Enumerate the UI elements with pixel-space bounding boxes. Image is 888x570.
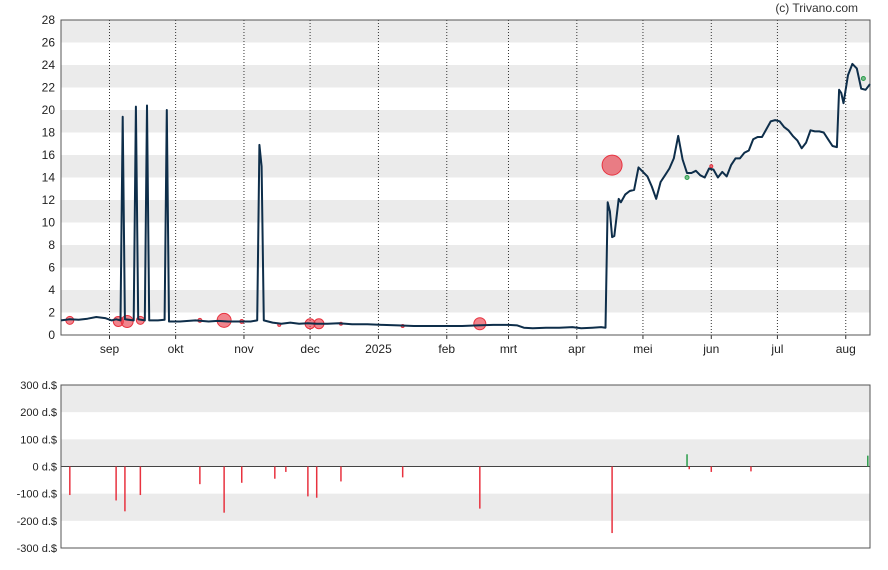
x-tick-label: sep [100, 342, 120, 356]
y-tick-label: 20 [42, 103, 56, 117]
y-tick-label: 2 [48, 306, 55, 320]
x-tick-label: apr [568, 342, 585, 356]
x-tick-label: okt [168, 342, 185, 356]
x-tick-label: 2025 [365, 342, 392, 356]
y-tick-label: -100 d.$ [17, 489, 57, 501]
volume-frame [60, 384, 871, 549]
grid-band [61, 385, 870, 413]
grid-band [61, 493, 870, 521]
x-tick-label: jun [702, 342, 719, 356]
y-tick-label: 100 d.$ [20, 434, 57, 446]
x-tick-label: dec [300, 342, 319, 356]
trade-bubble [120, 315, 134, 328]
y-tick-label: 12 [42, 193, 56, 207]
x-tick-label: nov [234, 342, 253, 356]
trade-bubble [601, 154, 623, 176]
grid-band [61, 20, 870, 43]
trade-bubble [473, 317, 487, 331]
price-frame [60, 19, 871, 336]
volume-panel: 300 d.$ 200 d.$ 100 d.$ 0 d.$ -100 d.$ -200 d… [17, 380, 871, 555]
y-tick-label: 14 [42, 171, 56, 185]
y-tick-label: 10 [42, 216, 56, 230]
y-tick-label: 300 d.$ [20, 380, 57, 392]
trade-bubble [860, 76, 866, 81]
y-tick-label: 18 [42, 126, 56, 140]
y-tick-label: 0 [48, 328, 55, 342]
copyright-label: (c) Trivano.com [775, 1, 858, 15]
y-tick-label: 0 d.$ [33, 462, 57, 474]
y-tick-label: 22 [42, 81, 56, 95]
grid-band [61, 110, 870, 133]
x-tick-label: mei [633, 342, 652, 356]
trade-bubble [709, 164, 714, 169]
price-line [60, 62, 871, 330]
y-tick-label: 6 [48, 261, 55, 275]
x-tick-label: feb [438, 342, 455, 356]
grid-band [61, 200, 870, 223]
y-tick-label: 26 [42, 36, 56, 50]
trade-bubble [684, 175, 690, 180]
y-tick-label: 4 [48, 283, 55, 297]
x-tick-label: jul [770, 342, 783, 356]
x-tick-label: mrt [500, 342, 518, 356]
y-tick-label: 200 d.$ [20, 407, 57, 419]
x-tick-label: aug [836, 342, 856, 356]
grid-band [61, 439, 870, 467]
y-tick-label: 24 [42, 58, 56, 72]
y-tick-label: 28 [42, 13, 56, 27]
y-tick-label: 16 [42, 148, 56, 162]
y-tick-label: -300 d.$ [17, 543, 57, 555]
grid-band [61, 65, 870, 88]
grid-band [61, 155, 870, 178]
grid-band [61, 245, 870, 268]
grid-band [61, 290, 870, 313]
y-tick-label: 8 [48, 238, 55, 252]
y-tick-label: -200 d.$ [17, 516, 57, 528]
